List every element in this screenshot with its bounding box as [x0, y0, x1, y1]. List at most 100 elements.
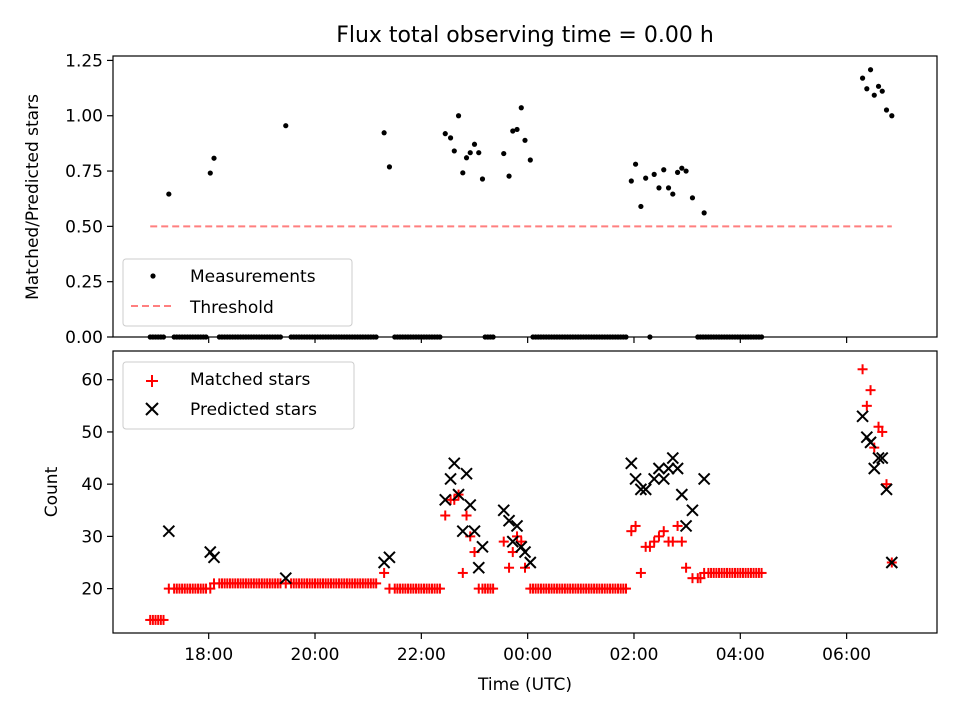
predicted-star-point [652, 462, 666, 475]
predicted-star-point [860, 430, 874, 444]
predicted-star-point [647, 472, 661, 486]
matched-star-point [158, 614, 169, 625]
x-tick-label: 18:00 [184, 645, 233, 665]
predicted-star-point [671, 462, 684, 475]
predicted-star-point [524, 556, 537, 569]
y-tick-label: 0.75 [65, 162, 103, 182]
matched-star-point [434, 583, 445, 594]
measurement-point [467, 150, 473, 156]
measurement-point [638, 203, 644, 210]
legend-measurements-marker [150, 273, 156, 279]
y-tick-label: 30 [81, 527, 103, 547]
matched-star-point [881, 479, 892, 490]
measurement-point [871, 92, 877, 98]
bottom-panel: 20 30 40 50 60 18:00 20:00 22:00 00:00 02:00 04:0… [42, 350, 938, 695]
measurement-point [859, 75, 866, 81]
predicted-star-point [666, 451, 679, 465]
predicted-star-point [439, 493, 452, 507]
matched-star-point [676, 536, 687, 547]
measurement-point [442, 131, 448, 137]
chart-title: Flux total observing time = 0.00 h [336, 23, 714, 48]
predicted-star-point [697, 472, 711, 486]
measurement-point [455, 113, 462, 119]
measurement-point [701, 210, 707, 216]
bottom-axes-frame [112, 350, 938, 634]
matched-star-point [626, 526, 637, 537]
bottom-y-ticks: 20 30 40 50 60 [81, 371, 113, 600]
predicted-star-point [468, 524, 481, 538]
measurement-point [674, 169, 681, 175]
predicted-star-point [510, 519, 524, 533]
predicted-star-point [502, 514, 516, 527]
measurement-point [889, 113, 895, 119]
measurement-point [463, 155, 470, 161]
measurement-point [501, 150, 507, 157]
predicted-star-point [207, 551, 221, 564]
y-tick-label: 20 [81, 580, 103, 600]
matched-star-point [869, 442, 880, 453]
measurement-point [679, 165, 685, 171]
measurement-point [632, 161, 639, 167]
bottom-y-axis-label: Count [42, 466, 62, 517]
legend-predicted-marker [145, 402, 159, 416]
measurement-point [211, 155, 217, 161]
predicted-star-point [444, 472, 457, 486]
predicted-star-point [662, 462, 675, 475]
y-tick-label: 40 [81, 475, 103, 495]
measurement-point [386, 164, 393, 170]
measurement-point [522, 137, 528, 143]
predicted-star-point [657, 472, 670, 486]
predicted-star-point [472, 561, 485, 574]
x-tick-label: 00:00 [503, 645, 552, 665]
x-tick-label: 22:00 [397, 645, 446, 665]
predicted-star-point [279, 571, 292, 585]
x-tick-label: 06:00 [822, 645, 871, 665]
matched-star-point [457, 567, 468, 578]
predicted-star-point [880, 483, 893, 496]
predicted-star-point [876, 451, 889, 465]
predicted-star-point [864, 436, 877, 449]
top-legend-box [122, 258, 353, 327]
measurement-point [656, 185, 662, 191]
x-axis-label: Time (UTC) [477, 675, 572, 695]
measurement-point [879, 88, 885, 94]
measurement-point [476, 150, 482, 156]
predicted-star-point [515, 540, 528, 554]
matched-star-point [371, 578, 382, 589]
legend-matched-marker [146, 375, 158, 387]
y-tick-label: 0.00 [65, 328, 103, 348]
measurement-point [527, 157, 533, 163]
matched-star-point [440, 510, 451, 521]
predicted-star-point [456, 524, 470, 538]
matched-star-point [873, 421, 884, 432]
measurement-point [207, 170, 213, 176]
top-y-ticks: 0.00 0.25 0.50 0.75 1.00 1.25 [65, 51, 113, 348]
matched-star-point [621, 583, 632, 594]
predicted-star-point [686, 504, 699, 517]
measurement-point [471, 141, 478, 147]
top-x-ticks [208, 337, 848, 343]
predicted-star-point [476, 540, 489, 554]
y-tick-label: 0.25 [65, 273, 103, 293]
top-axes-frame [112, 55, 938, 338]
predicted-star-point [452, 488, 465, 501]
predicted-star-point [625, 457, 638, 470]
y-tick-label: 60 [81, 371, 103, 391]
y-tick-label: 1.00 [65, 107, 103, 127]
predicted-star-point [497, 504, 510, 517]
measurement-point [628, 178, 634, 184]
measurement-point [460, 170, 466, 176]
measurement-point [864, 86, 870, 92]
bottom-legend: Matched stars Predicted stars [122, 361, 355, 430]
bottom-legend-box [122, 361, 355, 430]
matched-star-point [756, 567, 767, 578]
predicted-star-point [634, 483, 648, 496]
predicted-star-point [518, 545, 532, 559]
matched-star-point [857, 364, 868, 375]
matched-star-point [653, 531, 664, 542]
predicted-star-point [639, 483, 652, 496]
measurement-point [665, 185, 672, 191]
matched-star-point [504, 562, 515, 573]
top-y-axis-label: Matched/Predicted stars [23, 94, 43, 300]
top-legend: Measurements Threshold [122, 258, 353, 327]
